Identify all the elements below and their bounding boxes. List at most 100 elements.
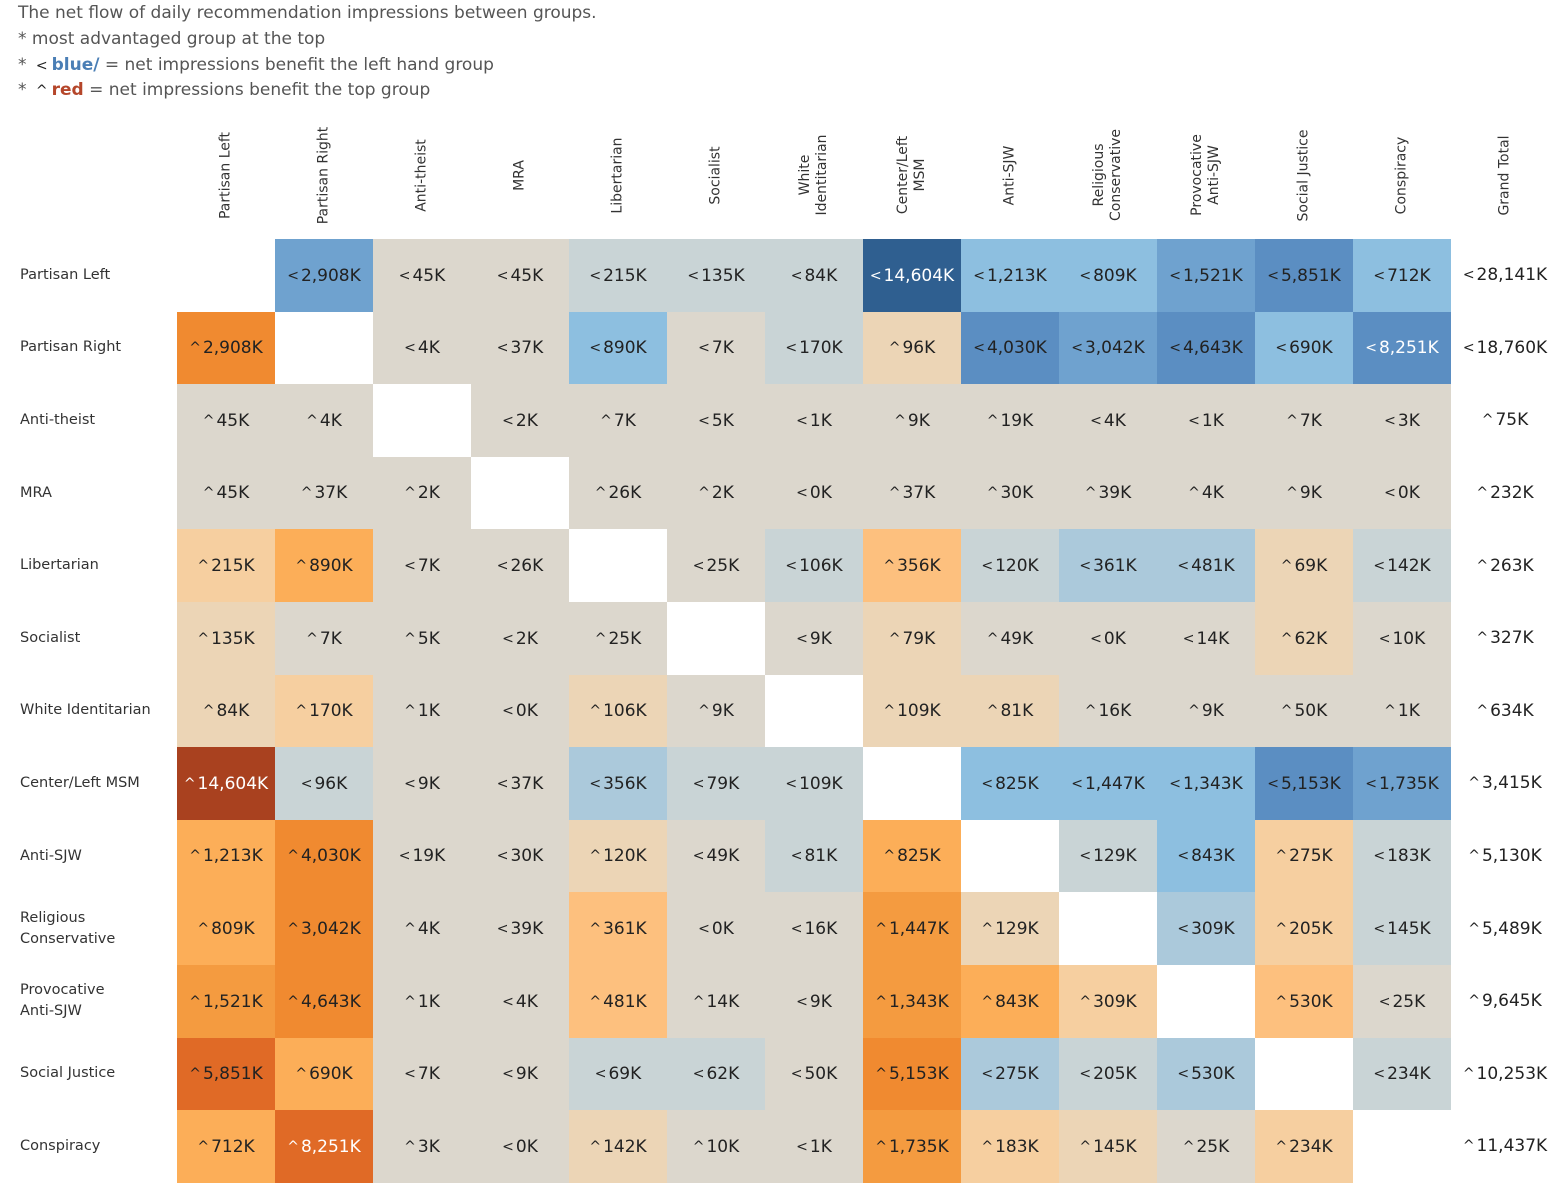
column-header-libertarian: Libertarian [609, 136, 626, 214]
heatmap-cell: <7K [373, 1037, 471, 1111]
grand-total-cell: ^ 9,645K [1452, 965, 1558, 1038]
heatmap-cell-value: 3,042K [1084, 338, 1145, 359]
left-arrow-icon: < [692, 775, 705, 792]
up-arrow-icon: ^ [875, 920, 887, 937]
heatmap-cell-value: 37K [902, 483, 936, 504]
left-arrow-icon: < [790, 267, 803, 284]
caption-ordering-note: * most advantaged group at the top [18, 29, 326, 49]
heatmap-cell-empty [961, 819, 1059, 893]
left-arrow-icon: < [496, 557, 509, 574]
heatmap-cell-empty [1059, 892, 1157, 966]
heatmap-cell-value: 4K [1201, 483, 1224, 504]
heatmap-cell-value: 96K [314, 773, 348, 794]
heatmap-cell-value: 309K [1093, 991, 1137, 1012]
heatmap-cell: <26K [471, 529, 569, 603]
grand-total-cell: ^ 263K [1452, 529, 1558, 602]
heatmap-cell-value: 0K [1397, 483, 1420, 504]
heatmap-cell: <843K [1157, 819, 1255, 893]
heatmap-cell-value: 5,153K [888, 1064, 949, 1085]
up-arrow-icon: ^ [883, 848, 896, 865]
heatmap-cell: <69K [569, 1037, 667, 1111]
left-arrow-icon: < [496, 267, 509, 284]
heatmap-cell-value: 145K [1387, 918, 1431, 939]
left-arrow-icon: < [496, 340, 509, 357]
up-arrow-icon: ^ [1468, 775, 1480, 792]
heatmap-cell: <0K [667, 892, 765, 966]
left-arrow-icon: < [698, 412, 710, 429]
up-arrow-icon: ^ [1468, 920, 1480, 937]
left-arrow-icon: < [1267, 775, 1279, 792]
heatmap-cell: <37K [471, 311, 569, 385]
up-arrow-icon: ^ [404, 1138, 416, 1155]
up-arrow-icon: ^ [1476, 630, 1489, 647]
heatmap-cell-value: 14K [1196, 628, 1230, 649]
up-arrow-icon: ^ [1275, 920, 1288, 937]
left-arrow-icon: < [1090, 630, 1102, 647]
heatmap-cell-value: 16K [804, 918, 838, 939]
heatmap-cell-value: 19K [1000, 410, 1034, 431]
left-arrow-icon: < [35, 58, 48, 74]
heatmap-cell: ^ 5,153K [863, 1037, 961, 1111]
left-arrow-icon: < [1384, 485, 1396, 502]
heatmap-cell-value: 7K [613, 410, 636, 431]
left-arrow-icon: < [790, 848, 803, 865]
heatmap-cell: <145K [1353, 892, 1451, 966]
grand-total-value: 5,130K [1481, 846, 1542, 867]
heatmap-cell: ^ 1,447K [863, 892, 961, 966]
up-arrow-icon: ^ [1476, 485, 1489, 502]
heatmap-cell-value: 84K [804, 265, 838, 286]
heatmap-cell: <50K [765, 1037, 863, 1111]
heatmap-cell-value: 712K [1387, 265, 1431, 286]
left-arrow-icon: < [1079, 557, 1092, 574]
heatmap-cell-value: 25K [1196, 1136, 1230, 1157]
heatmap-cell-value: 2K [417, 483, 440, 504]
up-arrow-icon: ^ [197, 1138, 210, 1155]
heatmap-cell: <9K [373, 747, 471, 821]
heatmap-cell: ^ 5K [373, 602, 471, 676]
heatmap-cell: <2,908K [275, 239, 373, 313]
left-arrow-icon: < [496, 848, 509, 865]
left-arrow-icon: < [1071, 775, 1083, 792]
left-arrow-icon: < [1182, 630, 1195, 647]
heatmap-cell: ^ 1,213K [177, 819, 275, 893]
heatmap-cell-value: 1K [1397, 701, 1420, 722]
heatmap-cell: ^ 3,042K [275, 892, 373, 966]
heatmap-cell-value: 8,251K [1378, 338, 1439, 359]
left-arrow-icon: < [1373, 848, 1386, 865]
heatmap-cell: ^ 4K [1157, 456, 1255, 530]
heatmap-cell-value: 120K [995, 555, 1039, 576]
left-arrow-icon: < [1275, 340, 1288, 357]
left-arrow-icon: < [1462, 339, 1475, 356]
heatmap-cell-value: 183K [1387, 846, 1431, 867]
heatmap-cell-value: 10K [1392, 628, 1426, 649]
heatmap-cell-value: 4K [319, 410, 342, 431]
heatmap-cell-empty [1255, 1037, 1353, 1111]
heatmap-cell: ^ 120K [569, 819, 667, 893]
left-arrow-icon: < [594, 1066, 607, 1083]
heatmap-cell: <1,343K [1157, 747, 1255, 821]
heatmap-cell-value: 712K [211, 1136, 255, 1157]
left-arrow-icon: < [692, 1066, 705, 1083]
heatmap-cell-value: 106K [799, 555, 843, 576]
heatmap-cell: ^ 106K [569, 674, 667, 748]
heatmap-cell: <9K [471, 1037, 569, 1111]
grand-total-value: 18,760K [1476, 337, 1548, 358]
heatmap-cell-value: 4,030K [300, 846, 361, 867]
left-arrow-icon: < [496, 775, 509, 792]
row-header-white-identitarian: White Identitarian [20, 702, 151, 719]
up-arrow-icon: ^ [404, 993, 416, 1010]
heatmap-cell: <4,030K [961, 311, 1059, 385]
heatmap-cell-value: 109K [799, 773, 843, 794]
left-arrow-icon: < [502, 630, 514, 647]
left-arrow-icon: < [796, 993, 808, 1010]
heatmap-cell-value: 25K [1392, 991, 1426, 1012]
heatmap-cell: ^ 2K [373, 456, 471, 530]
up-arrow-icon: ^ [183, 775, 196, 792]
heatmap-cell-value: 62K [706, 1064, 740, 1085]
heatmap-cell: <25K [1353, 965, 1451, 1039]
left-arrow-icon: < [1462, 267, 1475, 284]
up-arrow-icon: ^ [404, 703, 416, 720]
up-arrow-icon: ^ [404, 630, 416, 647]
heatmap-cell-value: 7K [417, 1064, 440, 1085]
up-arrow-icon: ^ [1481, 412, 1494, 429]
